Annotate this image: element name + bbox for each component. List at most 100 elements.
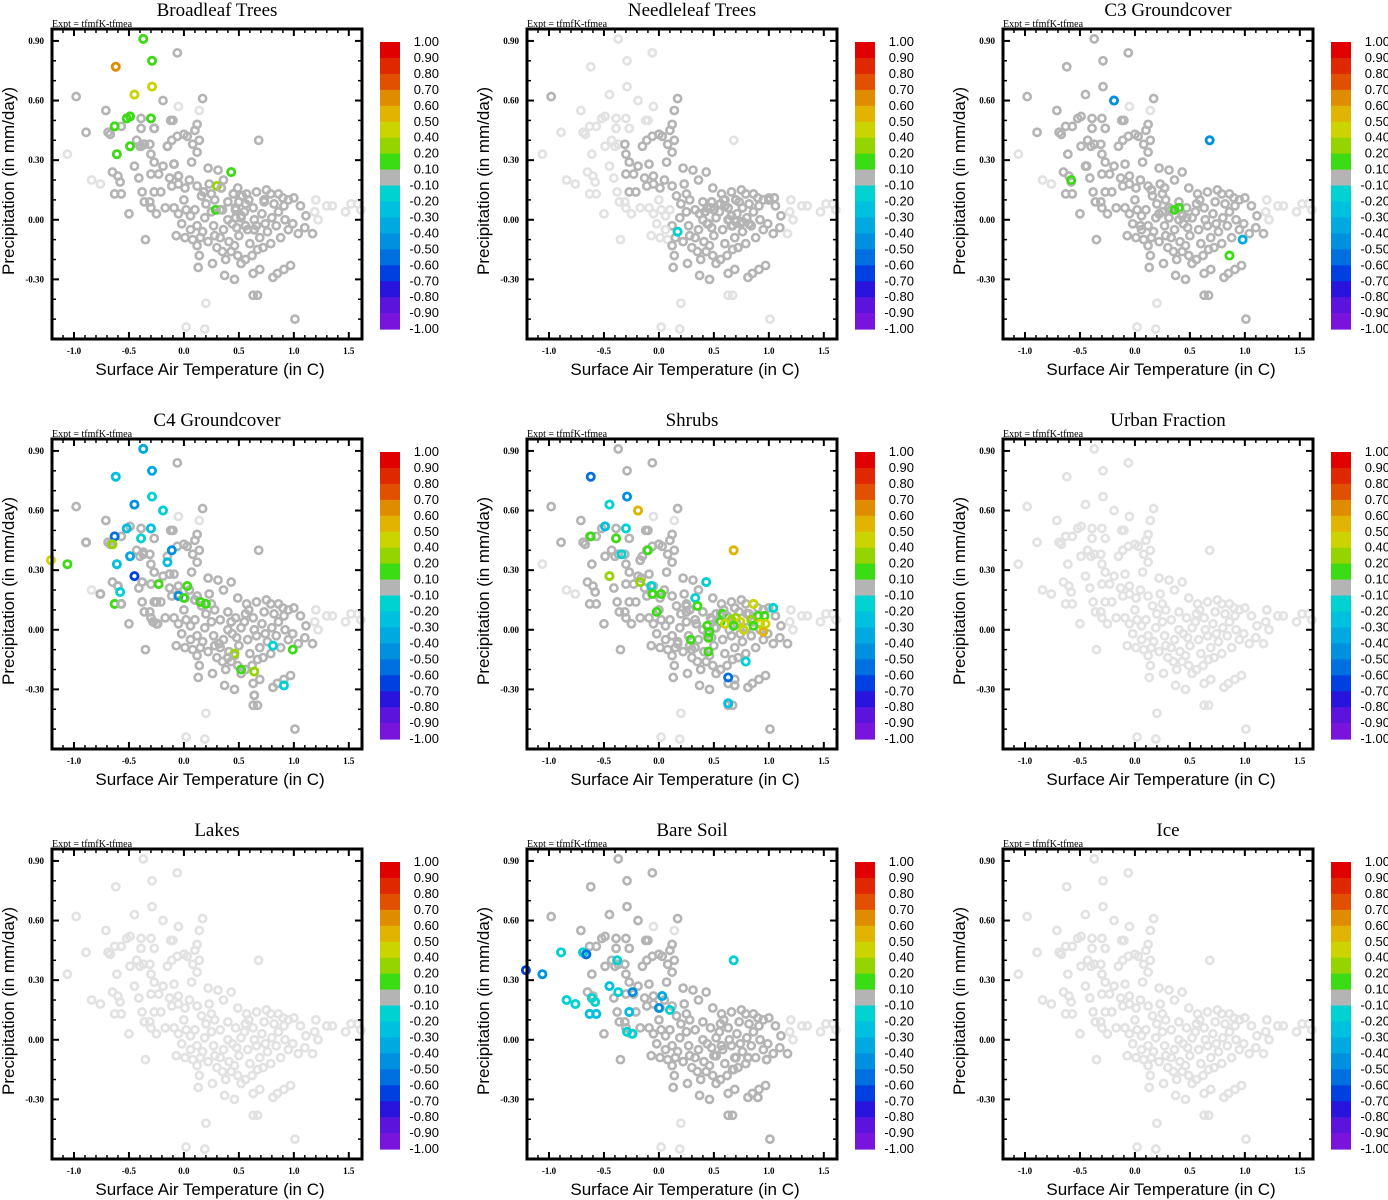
colorbar-label: -0.60 <box>409 1077 439 1092</box>
data-point <box>762 218 773 229</box>
colorbar-cell <box>855 452 875 469</box>
data-point <box>1102 1028 1113 1039</box>
colorbar-label: -0.40 <box>884 1045 914 1060</box>
expt-label: Expt = tfmfK-tfmea <box>52 429 133 440</box>
data-point <box>1226 232 1237 243</box>
colorbar-label: 0.60 <box>414 918 439 933</box>
colorbar-label: 0.20 <box>889 966 914 981</box>
y-tick-label: 0.60 <box>503 96 519 106</box>
colorbar-label: -0.80 <box>1360 1109 1388 1124</box>
data-point <box>203 1056 213 1067</box>
data-point <box>1136 634 1147 645</box>
data-point <box>1272 610 1283 621</box>
data-point <box>181 614 192 625</box>
panel-title: Needleleaf Trees <box>628 0 756 21</box>
data-point <box>252 290 263 301</box>
data-point <box>1120 1022 1130 1033</box>
data-point <box>265 1009 276 1019</box>
data-point <box>199 1032 210 1043</box>
data-point <box>201 298 211 309</box>
data-point <box>158 915 168 926</box>
data-point <box>754 674 764 685</box>
colorbar-cell <box>380 531 400 549</box>
data-point <box>1184 230 1195 241</box>
data-point <box>726 1007 737 1017</box>
data-point-colored <box>611 533 622 544</box>
colorbar-label: -0.40 <box>1360 1045 1388 1060</box>
colorbar-label: -0.10 <box>409 588 439 603</box>
colorbar: 1.000.900.800.700.600.500.400.200.10-0.1… <box>855 34 914 336</box>
y-tick-label: 0.00 <box>28 625 44 635</box>
data-point <box>681 206 692 217</box>
data-point <box>659 175 670 185</box>
data-point-colored <box>604 571 615 582</box>
data-point-colored <box>182 581 193 592</box>
colorbar-label: 0.40 <box>889 950 914 965</box>
data-point <box>173 101 184 112</box>
data-point <box>1067 189 1078 199</box>
data-point <box>115 177 126 187</box>
data-point <box>1210 1016 1221 1027</box>
data-point-colored <box>125 551 136 562</box>
data-point <box>1144 1082 1155 1093</box>
data-point <box>639 173 650 183</box>
data-point <box>575 105 586 116</box>
data-point <box>665 614 675 625</box>
colorbar-label: 0.80 <box>889 66 914 81</box>
colorbar-cell <box>380 137 400 155</box>
colorbar-cell <box>380 1053 400 1070</box>
data-point <box>1104 169 1115 179</box>
colorbar-cell <box>1331 169 1351 187</box>
data-point <box>1202 597 1213 607</box>
data-point <box>674 734 685 744</box>
data-point <box>635 612 646 623</box>
data-point <box>701 987 712 997</box>
data-point <box>648 101 659 112</box>
data-point <box>180 1003 190 1013</box>
data-point <box>1203 1110 1214 1121</box>
colorbar-cell <box>380 707 400 724</box>
data-point <box>614 606 625 617</box>
y-axis-label: Precipitation (in mm/day) <box>474 497 493 685</box>
data-point <box>669 1070 680 1081</box>
data-point <box>704 240 715 251</box>
data-point-colored <box>556 947 567 958</box>
data-point <box>637 141 648 152</box>
data-point <box>1184 640 1195 651</box>
data-point <box>1120 569 1130 580</box>
panel-title: Urban Fraction <box>1110 410 1226 431</box>
data-point <box>1051 105 1062 116</box>
data-point <box>723 290 734 301</box>
data-point <box>1170 680 1181 691</box>
data-point <box>660 210 671 221</box>
data-point <box>146 559 156 570</box>
colorbar-cell <box>380 1037 400 1054</box>
data-point <box>1130 604 1140 615</box>
x-tick-label: 0.5 <box>1184 756 1196 766</box>
plot-frame <box>525 27 839 341</box>
data-point <box>682 1078 693 1089</box>
data-point <box>1264 624 1274 635</box>
data-point <box>1145 515 1156 526</box>
data-point <box>1204 955 1215 966</box>
colorbar-label: -0.20 <box>884 604 914 619</box>
data-point <box>591 941 602 952</box>
data-point <box>765 724 775 735</box>
data-point <box>657 951 668 962</box>
data-point <box>1258 1048 1269 1059</box>
data-point <box>153 169 164 179</box>
plot-frame <box>525 437 839 751</box>
data-point <box>1231 1034 1241 1045</box>
colorbar-cell <box>855 531 875 549</box>
data-point <box>768 638 779 649</box>
data-point <box>760 1080 771 1091</box>
panel-title: Lakes <box>194 820 239 841</box>
colorbar-cell <box>1331 281 1351 298</box>
data-point <box>1180 1060 1191 1071</box>
colorbar-label: 0.10 <box>1365 572 1388 587</box>
colorbar-label: -0.90 <box>1360 715 1388 730</box>
data-point-colored <box>685 634 696 645</box>
data-point-colored <box>145 113 156 124</box>
